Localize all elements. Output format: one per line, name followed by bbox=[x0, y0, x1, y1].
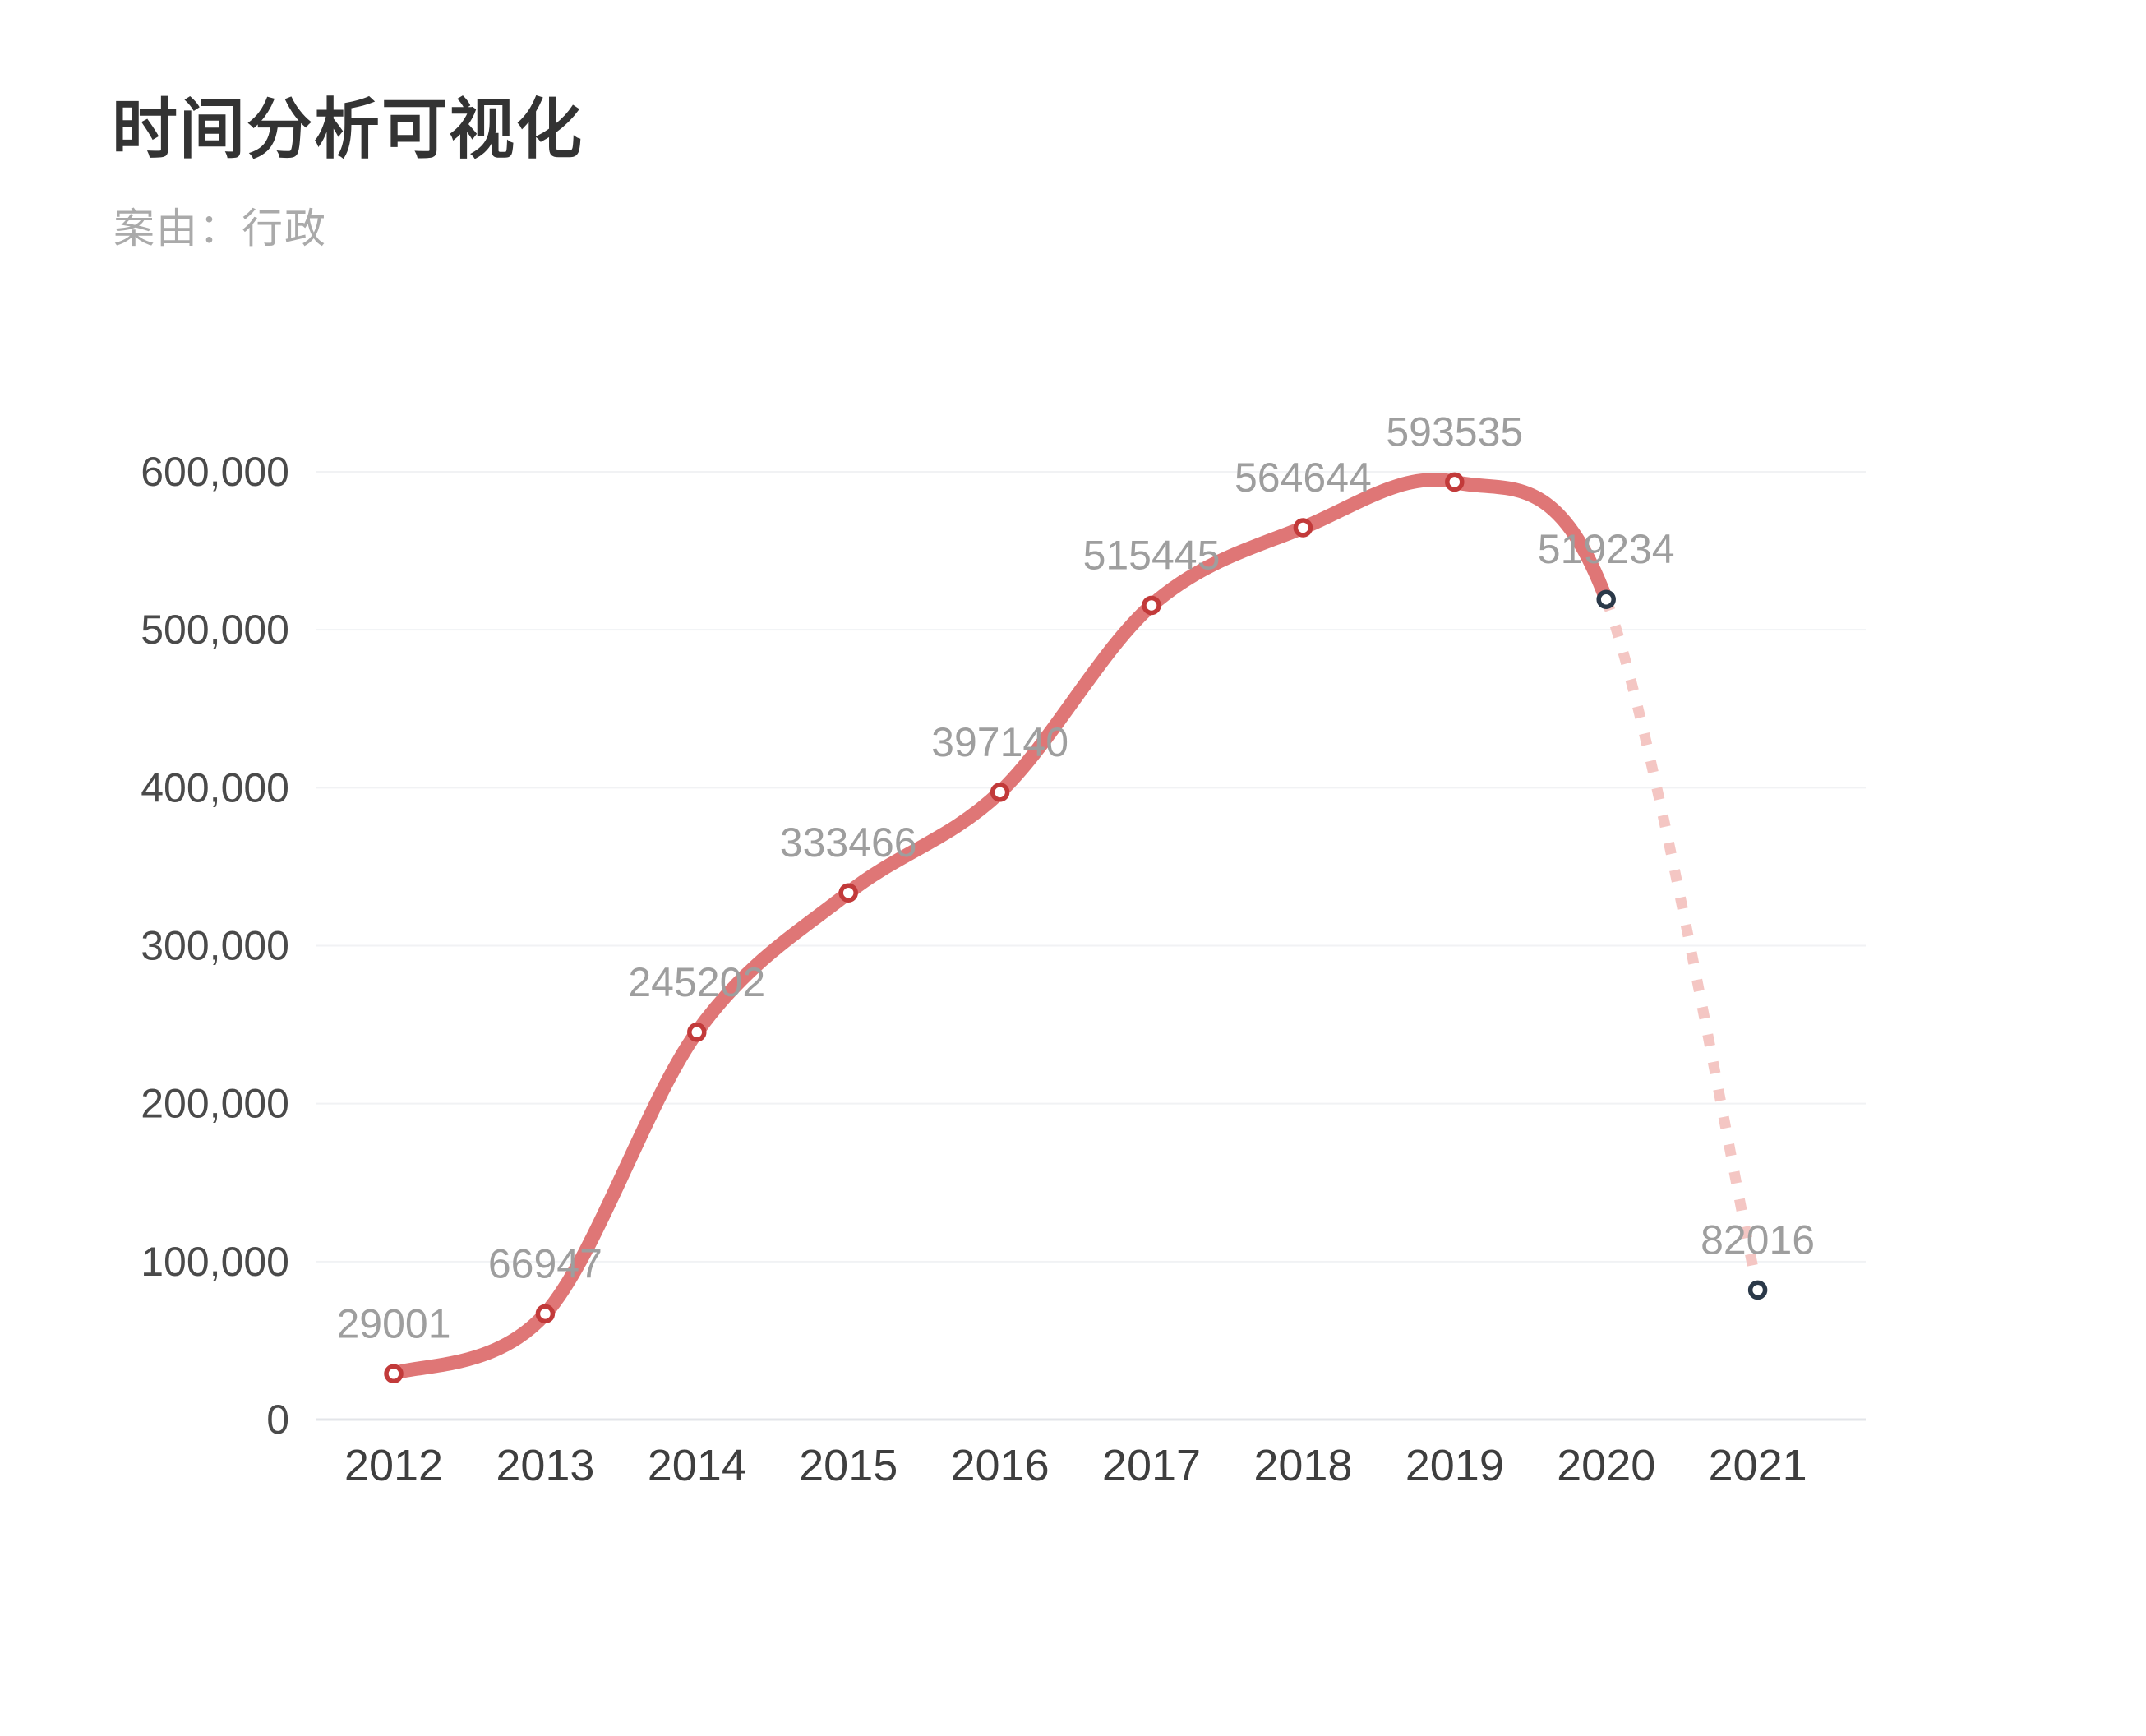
data-point-marker[interactable] bbox=[1747, 1280, 1768, 1300]
y-axis-label: 200,000 bbox=[141, 1081, 289, 1127]
data-point-marker[interactable] bbox=[1596, 589, 1616, 609]
data-point-label: 29001 bbox=[336, 1300, 450, 1346]
data-point-marker[interactable] bbox=[838, 883, 858, 903]
data-point-label: 397140 bbox=[931, 719, 1068, 765]
y-axis-label: 300,000 bbox=[141, 923, 289, 969]
x-axis-label: 2013 bbox=[496, 1441, 594, 1490]
data-point-marker[interactable] bbox=[1445, 472, 1465, 492]
data-point-label: 66947 bbox=[488, 1240, 602, 1286]
data-point-marker[interactable] bbox=[990, 783, 1010, 802]
data-point-marker[interactable] bbox=[1293, 518, 1313, 538]
data-point-label: 564644 bbox=[1235, 455, 1372, 501]
y-axis-label: 100,000 bbox=[141, 1239, 289, 1285]
x-axis-label: 2020 bbox=[1557, 1441, 1655, 1490]
y-axis-label: 400,000 bbox=[141, 764, 289, 810]
x-axis-label: 2019 bbox=[1405, 1441, 1504, 1490]
x-axis-label: 2015 bbox=[799, 1441, 898, 1490]
page-title: 时间分析可视化 bbox=[112, 93, 584, 166]
series-line-dashed-projection bbox=[1601, 597, 1763, 1291]
data-point-label: 333466 bbox=[780, 820, 917, 866]
data-point-marker[interactable] bbox=[535, 1304, 556, 1324]
x-axis-label: 2016 bbox=[951, 1441, 1050, 1490]
x-axis-label: 2018 bbox=[1253, 1441, 1352, 1490]
data-point-marker[interactable] bbox=[1142, 595, 1161, 616]
data-point-marker[interactable] bbox=[687, 1023, 707, 1042]
data-point-label: 82016 bbox=[1701, 1217, 1815, 1263]
data-point-label: 519234 bbox=[1538, 526, 1675, 572]
data-point-label: 515445 bbox=[1083, 532, 1221, 578]
y-axis-label: 0 bbox=[266, 1397, 289, 1443]
x-axis-label: 2021 bbox=[1709, 1441, 1807, 1490]
series-line bbox=[386, 473, 1613, 1381]
x-axis-label: 2012 bbox=[344, 1441, 443, 1490]
data-point-label: 245202 bbox=[628, 959, 765, 1005]
data-point-label: 593535 bbox=[1386, 409, 1523, 455]
x-axis-label: 2014 bbox=[648, 1441, 746, 1490]
x-axis-label: 2017 bbox=[1102, 1441, 1201, 1490]
y-axis-label: 600,000 bbox=[141, 449, 289, 495]
y-axis-label: 500,000 bbox=[141, 607, 289, 653]
page-subtitle: 案由：行政 bbox=[113, 205, 327, 252]
data-point-marker[interactable] bbox=[384, 1364, 404, 1384]
